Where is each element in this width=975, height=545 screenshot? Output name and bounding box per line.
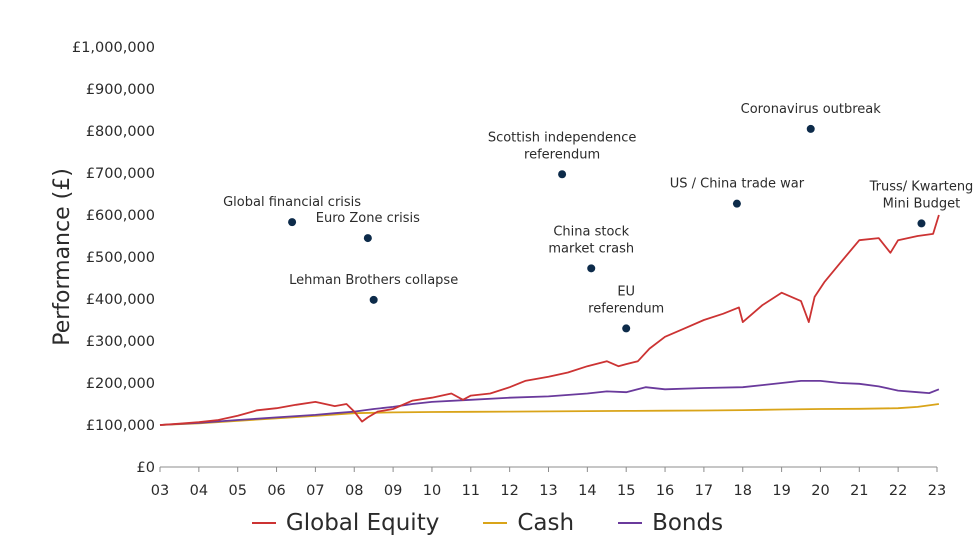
event-marker: [587, 264, 596, 273]
series-line-cash: [159, 403, 940, 426]
y-tick-label: £700,000: [86, 166, 155, 182]
line-chart: £0 £100,000 £200,000 £300,000 £400,000 £500,0…: [50, 40, 974, 499]
y-tick-label: £400,000: [86, 292, 155, 308]
x-tick-label: 09: [384, 483, 402, 499]
y-tick-label: £900,000: [86, 82, 155, 98]
x-tick-label: 22: [889, 483, 907, 499]
event-label: Coronavirus outbreak: [741, 102, 882, 117]
event-label: Mini Budget: [883, 196, 961, 211]
x-tick-label: 12: [500, 483, 518, 499]
y-tick-label: £600,000: [86, 208, 155, 224]
legend-swatch-cash: [483, 522, 508, 524]
event-marker: [369, 295, 378, 304]
x-tick-label: 14: [578, 483, 596, 499]
y-tick-label: £1,000,000: [72, 40, 155, 56]
event-label: Truss/ Kwarteng: [869, 179, 974, 194]
x-tick-label: 13: [539, 483, 557, 499]
x-tick-label: 04: [190, 483, 208, 499]
x-tick-label: 06: [267, 483, 285, 499]
legend-item-bonds: Bonds: [618, 510, 723, 536]
event-label: Scottish independence: [488, 130, 637, 145]
legend-swatch-global-equity: [251, 522, 276, 524]
x-tick-label: 23: [928, 483, 946, 499]
x-tick-label: 15: [617, 483, 635, 499]
event-label: Euro Zone crisis: [316, 211, 420, 226]
x-tick-label: 18: [734, 483, 752, 499]
series-line-bonds: [159, 380, 940, 426]
x-tick-label: 03: [151, 483, 169, 499]
event-label: China stock: [553, 224, 629, 239]
y-tick-label: £800,000: [86, 124, 155, 140]
event-marker: [622, 324, 631, 333]
x-tick-label: 07: [306, 483, 324, 499]
event-marker: [806, 124, 815, 133]
y-tick-label: £300,000: [86, 334, 155, 350]
legend: Global Equity Cash Bonds: [0, 505, 975, 541]
y-tick-label: £200,000: [86, 376, 155, 392]
x-tick-label: 05: [228, 483, 246, 499]
x-tick-label: 08: [345, 483, 363, 499]
series-line-global-equity: [159, 214, 940, 426]
legend-swatch-bonds: [618, 522, 643, 524]
y-axis-label: Performance (£): [50, 168, 75, 346]
event-marker: [558, 170, 567, 179]
event-marker: [917, 219, 926, 228]
x-tick-label: 17: [695, 483, 713, 499]
event-label: US / China trade war: [670, 177, 805, 192]
legend-item-global-equity: Global Equity: [251, 510, 440, 536]
legend-label-global-equity: Global Equity: [285, 510, 440, 536]
event-label: referendum: [524, 147, 600, 162]
legend-item-cash: Cash: [483, 510, 574, 536]
event-label: EU: [617, 284, 635, 299]
x-tick-label: 21: [850, 483, 868, 499]
event-label: Global financial crisis: [223, 195, 361, 210]
x-tick-label: 20: [811, 483, 829, 499]
event-label: market crash: [548, 241, 634, 256]
event-marker: [288, 218, 297, 227]
x-tick-label: 19: [772, 483, 790, 499]
x-tick-label: 11: [462, 483, 480, 499]
event-label: Lehman Brothers collapse: [289, 273, 458, 288]
y-tick-label: £500,000: [86, 250, 155, 266]
legend-label-cash: Cash: [517, 510, 575, 536]
y-tick-label: £100,000: [86, 418, 155, 434]
event-marker: [363, 234, 372, 243]
x-tick-label: 16: [656, 483, 674, 499]
event-marker: [732, 199, 741, 208]
legend-label-bonds: Bonds: [652, 510, 724, 536]
x-tick-label: 10: [423, 483, 441, 499]
event-label: referendum: [588, 301, 664, 316]
y-tick-label: £0: [137, 460, 155, 476]
